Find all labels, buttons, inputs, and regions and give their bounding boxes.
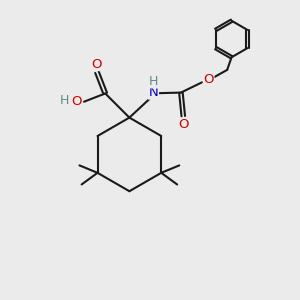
- Text: O: O: [178, 118, 188, 131]
- Text: N: N: [149, 86, 158, 99]
- Text: O: O: [203, 74, 214, 86]
- Text: H: H: [60, 94, 70, 107]
- Text: O: O: [92, 58, 102, 70]
- Text: H: H: [149, 75, 158, 88]
- Text: O: O: [71, 95, 82, 108]
